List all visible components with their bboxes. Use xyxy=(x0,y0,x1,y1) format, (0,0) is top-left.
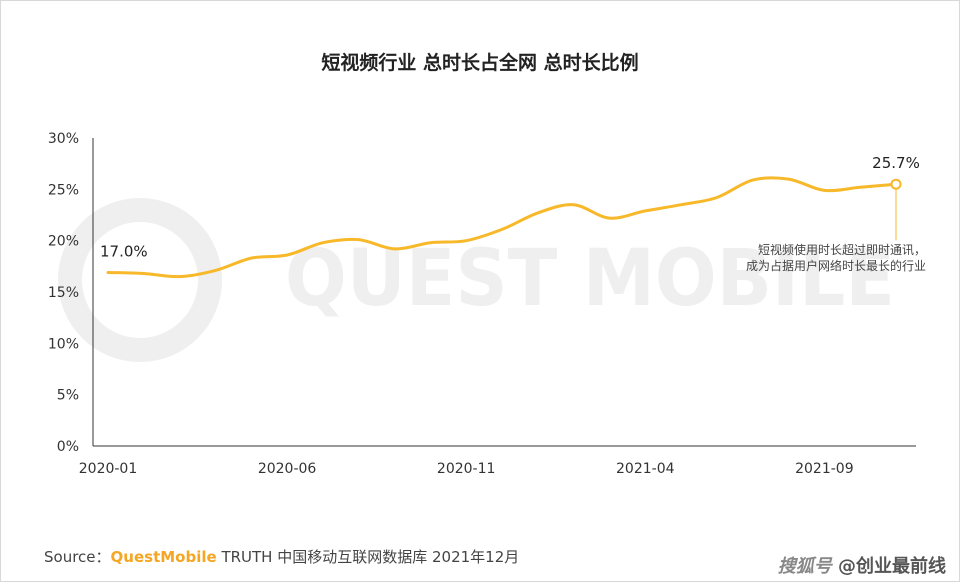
end-point-marker xyxy=(890,178,902,190)
annotation: 短视频使用时长超过即时通讯，成为占据用户网络时长最长的行业 xyxy=(746,178,926,273)
data-label: 17.0% xyxy=(100,242,148,260)
credit-text: @创业最前线 xyxy=(838,556,946,577)
watermark-logo-ring xyxy=(58,198,222,362)
y-tick-label: 20% xyxy=(48,234,79,250)
x-tick-label: 2020-06 xyxy=(258,461,317,477)
source-brand: QuestMobile xyxy=(110,548,217,566)
x-tick-label: 2021-09 xyxy=(795,461,854,477)
x-axis-ticks: 2020-01 2020-06 2020-11 2021-04 2021-09 xyxy=(79,461,854,477)
data-label: 25.7% xyxy=(872,154,920,172)
y-tick-label: 25% xyxy=(48,182,79,198)
series-line xyxy=(106,176,898,279)
credit: 搜狐号 @创业最前线 xyxy=(778,552,946,578)
sohu-logo: 搜狐号 xyxy=(777,556,832,577)
y-axis-ticks: 0% 5% 10% 15% 20% 25% 30% xyxy=(48,131,79,455)
y-tick-label: 10% xyxy=(48,336,79,352)
data-labels: 17.0% 25.7% xyxy=(100,154,920,260)
annotation-line: 成为占据用户网络时长最长的行业 xyxy=(746,258,926,273)
annotation-line: 短视频使用时长超过即时通讯， xyxy=(758,242,926,257)
x-tick-label: 2020-11 xyxy=(437,461,496,477)
chart-title: 短视频行业 总时长占全网 总时长比例 xyxy=(321,52,639,74)
y-tick-label: 30% xyxy=(48,131,79,147)
y-tick-label: 5% xyxy=(57,388,79,404)
axes xyxy=(92,138,916,447)
watermark: QUEST MOBILE xyxy=(58,198,895,362)
x-tick-label: 2021-04 xyxy=(616,461,675,477)
source-note: Source：QuestMobile TRUTH 中国移动互联网数据库 2021… xyxy=(44,546,519,567)
source-prefix: Source： xyxy=(44,548,111,566)
y-tick-label: 15% xyxy=(48,285,79,301)
source-database: TRUTH 中国移动互联网数据库 2021年12月 xyxy=(216,548,520,566)
x-tick-label: 2020-01 xyxy=(79,461,138,477)
y-tick-label: 0% xyxy=(57,439,79,455)
